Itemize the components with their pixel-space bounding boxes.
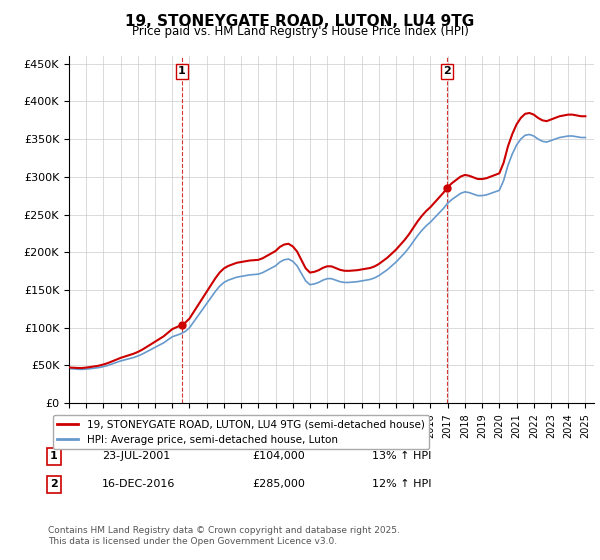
Text: 1: 1 [50,451,58,461]
Text: Price paid vs. HM Land Registry's House Price Index (HPI): Price paid vs. HM Land Registry's House … [131,25,469,38]
Text: £104,000: £104,000 [252,451,305,461]
Text: 19, STONEYGATE ROAD, LUTON, LU4 9TG: 19, STONEYGATE ROAD, LUTON, LU4 9TG [125,14,475,29]
Text: £285,000: £285,000 [252,479,305,489]
Text: Contains HM Land Registry data © Crown copyright and database right 2025.
This d: Contains HM Land Registry data © Crown c… [48,526,400,546]
Text: 23-JUL-2001: 23-JUL-2001 [102,451,170,461]
Text: 2: 2 [50,479,58,489]
Legend: 19, STONEYGATE ROAD, LUTON, LU4 9TG (semi-detached house), HPI: Average price, s: 19, STONEYGATE ROAD, LUTON, LU4 9TG (sem… [53,415,428,449]
Text: 12% ↑ HPI: 12% ↑ HPI [372,479,431,489]
Text: 2: 2 [443,67,451,76]
Text: 16-DEC-2016: 16-DEC-2016 [102,479,175,489]
Point [177,320,187,329]
Point [442,184,452,193]
Text: 13% ↑ HPI: 13% ↑ HPI [372,451,431,461]
Text: 1: 1 [178,67,185,76]
